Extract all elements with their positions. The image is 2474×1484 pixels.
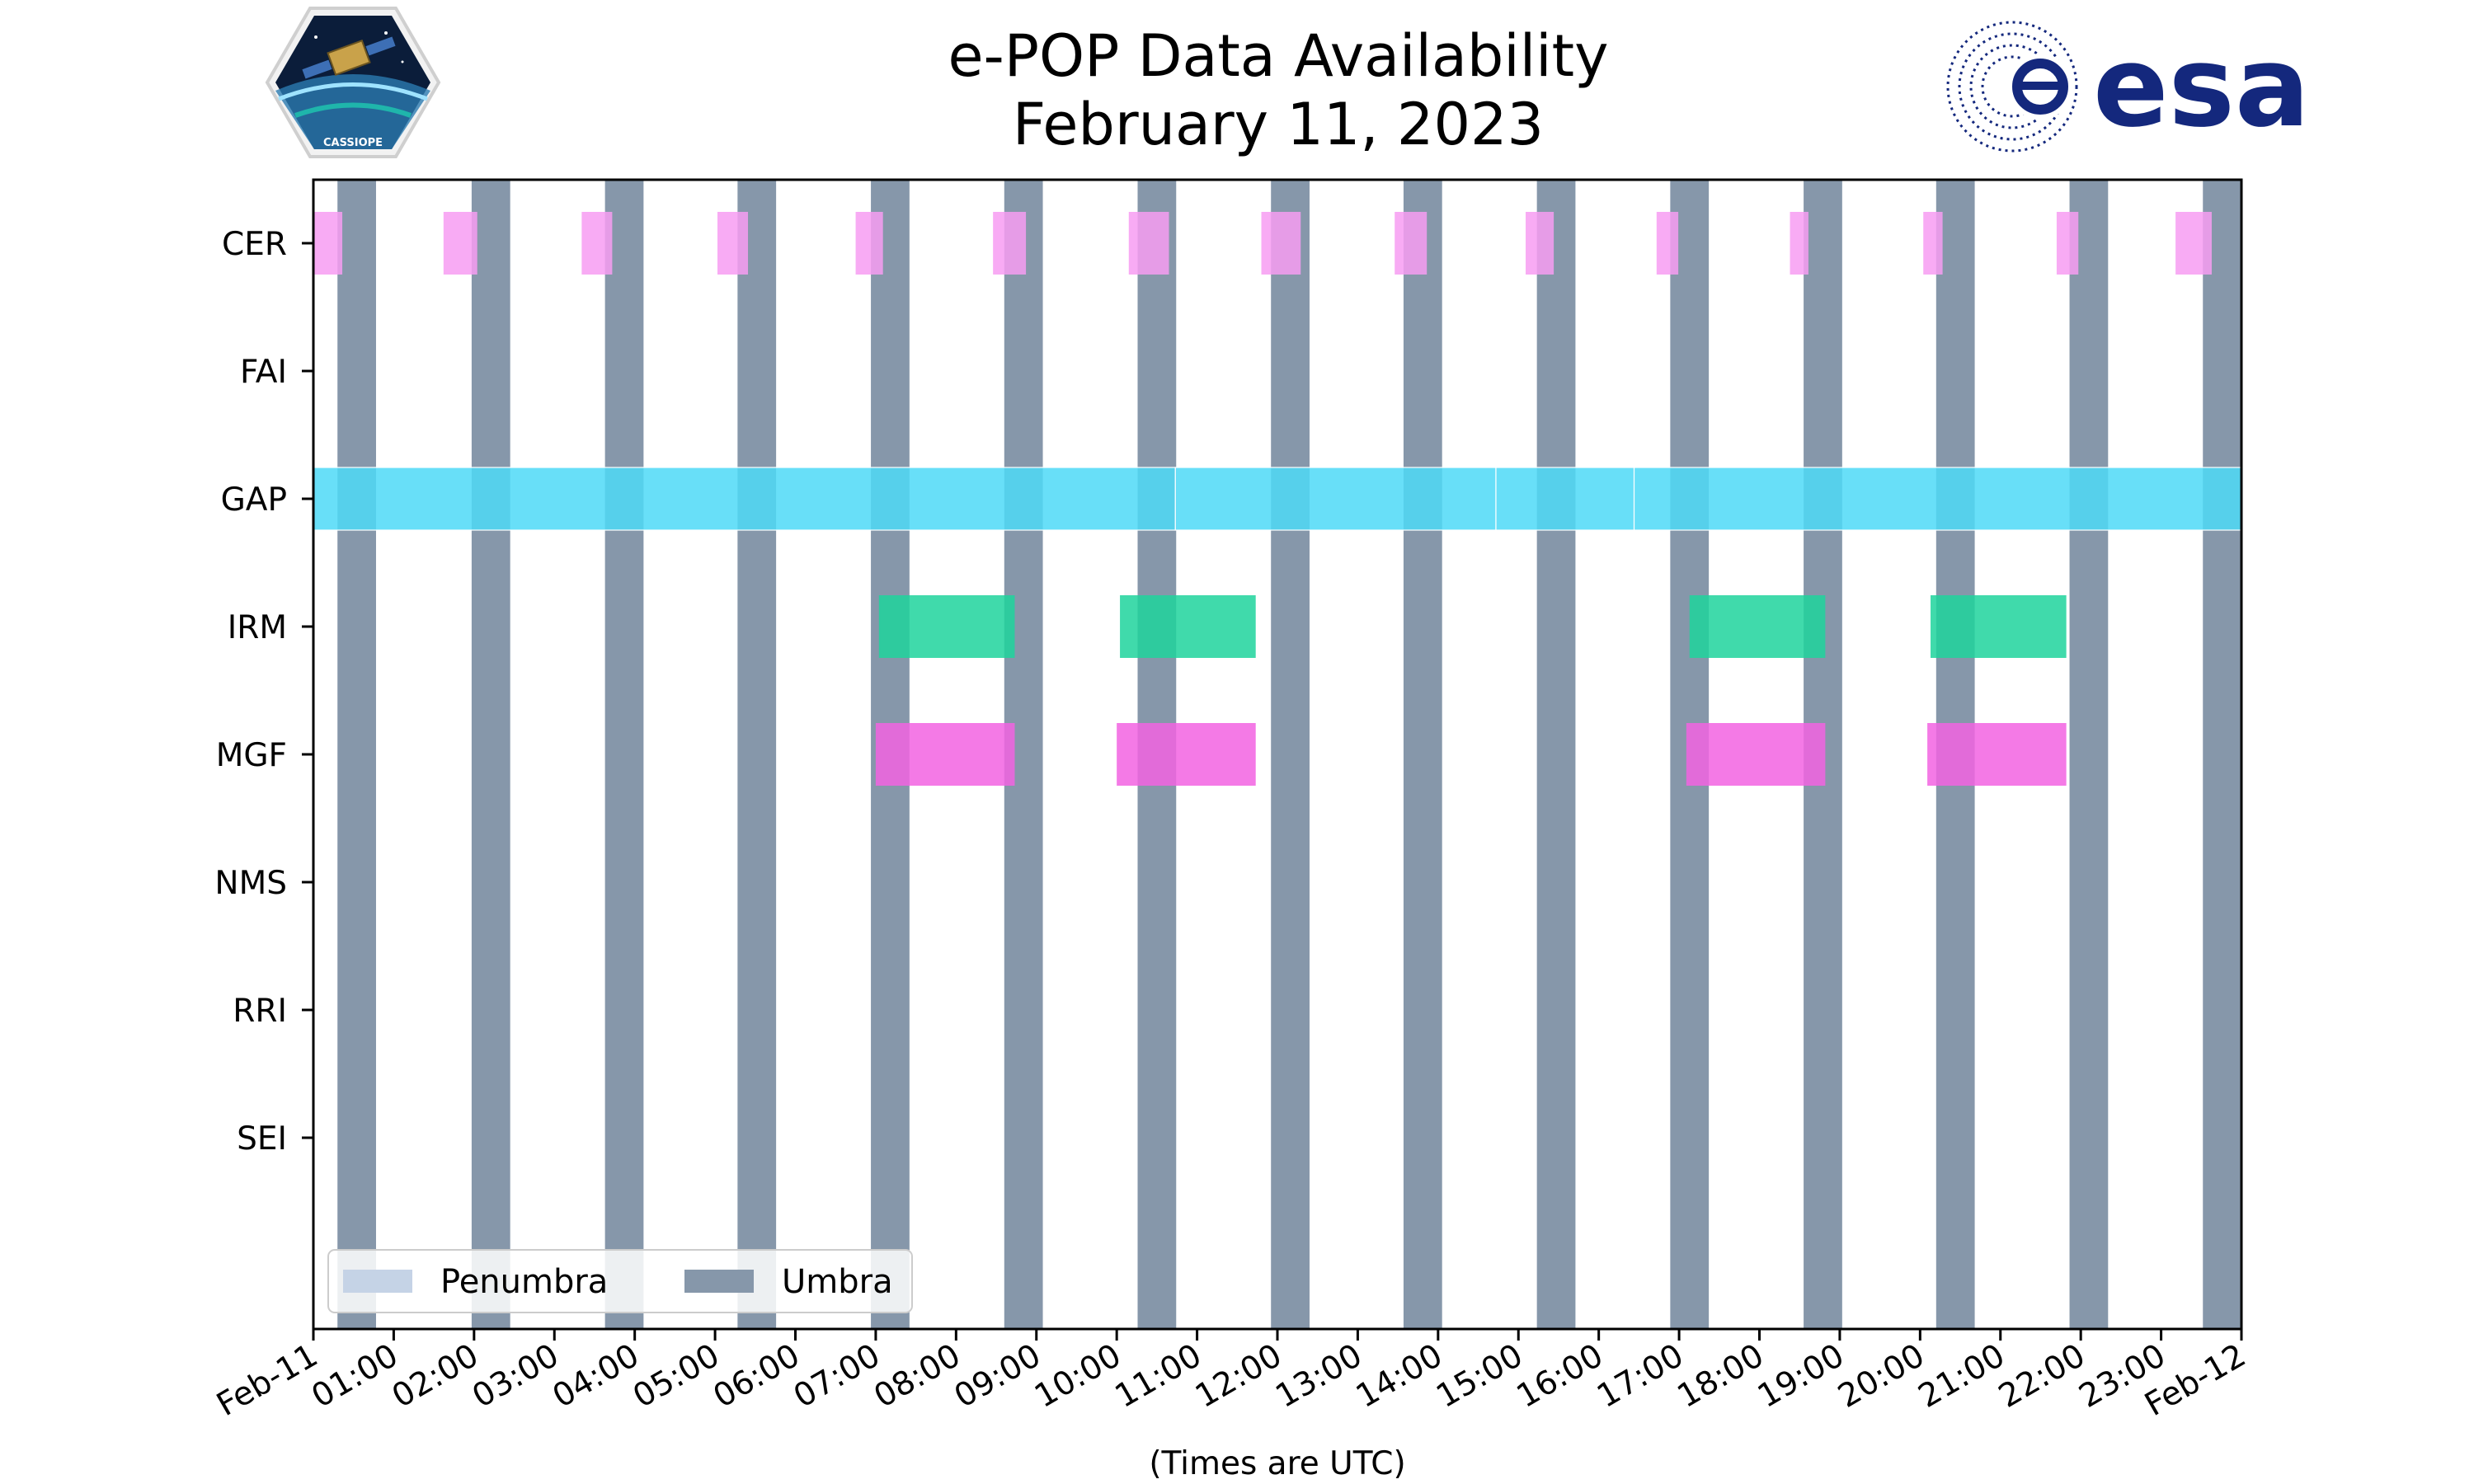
y-tick-label-irm: IRM bbox=[228, 609, 287, 646]
mgf-bar-1 bbox=[1117, 723, 1256, 786]
chart-subtitle: February 11, 2023 bbox=[1013, 91, 1544, 158]
y-tick-label-gap: GAP bbox=[221, 481, 287, 519]
x-tick-label-2: 02:00 bbox=[386, 1337, 485, 1416]
legend-box bbox=[327, 1249, 913, 1313]
mgf-bar-0 bbox=[875, 723, 1015, 786]
x-tick-label-6: 06:00 bbox=[708, 1337, 807, 1416]
cer-bar-7 bbox=[1261, 212, 1301, 275]
irm-bar-3 bbox=[1930, 595, 2067, 658]
cassiope-logo: CASSIOPE bbox=[265, 7, 441, 158]
mgf-bar-2 bbox=[1686, 723, 1826, 786]
cer-bar-12 bbox=[1923, 212, 1943, 275]
cer-bar-2 bbox=[581, 212, 613, 275]
x-tick-label-14: 14:00 bbox=[1350, 1337, 1449, 1416]
x-tick-label-1: 01:00 bbox=[306, 1337, 405, 1416]
series-bars bbox=[313, 212, 2242, 786]
svg-text:CASSIOPE: CASSIOPE bbox=[323, 137, 383, 149]
x-tick-label-15: 15:00 bbox=[1430, 1337, 1529, 1416]
legend: Penumbra Umbra bbox=[327, 1249, 913, 1313]
legend-swatch-penumbra bbox=[343, 1270, 412, 1293]
x-tick-label-5: 05:00 bbox=[627, 1337, 726, 1416]
x-tick-label-19: 19:00 bbox=[1752, 1337, 1851, 1416]
cer-bar-0 bbox=[313, 212, 343, 275]
cer-bar-3 bbox=[717, 212, 749, 275]
x-axis-label: (Times are UTC) bbox=[1149, 1445, 1405, 1482]
irm-bar-1 bbox=[1120, 595, 1256, 658]
umbra-bands bbox=[337, 180, 2241, 1329]
x-tick-label-10: 10:00 bbox=[1028, 1337, 1127, 1416]
x-tick-label-7: 07:00 bbox=[788, 1337, 887, 1416]
cer-bar-1 bbox=[443, 212, 477, 275]
y-tick-label-mgf: MGF bbox=[216, 737, 287, 774]
legend-label-umbra: Umbra bbox=[782, 1263, 893, 1301]
mgf-bar-3 bbox=[1927, 723, 2067, 786]
x-tick-label-4: 04:00 bbox=[547, 1337, 646, 1416]
cer-bar-13 bbox=[2056, 212, 2079, 275]
esa-emblem-icon bbox=[1946, 21, 2078, 153]
umbra-band-1 bbox=[471, 180, 510, 1329]
chart-title: e-POP Data Availability bbox=[948, 22, 1608, 90]
cer-bar-4 bbox=[855, 212, 883, 275]
y-tick-label-sei: SEI bbox=[237, 1120, 287, 1158]
x-tick-label-18: 18:00 bbox=[1672, 1337, 1771, 1416]
x-tick-label-13: 13:00 bbox=[1270, 1337, 1369, 1416]
x-tick-label-17: 17:00 bbox=[1591, 1337, 1690, 1416]
x-tick-label-21: 21:00 bbox=[1912, 1337, 2011, 1416]
legend-swatch-umbra bbox=[684, 1270, 754, 1293]
umbra-band-0 bbox=[337, 180, 376, 1329]
x-tick-label-9: 09:00 bbox=[948, 1337, 1047, 1416]
irm-bar-2 bbox=[1689, 595, 1826, 658]
x-tick-label-0: Feb-11 bbox=[211, 1337, 324, 1424]
y-tick-label-cer: CER bbox=[222, 226, 287, 263]
y-tick-label-fai: FAI bbox=[240, 354, 287, 391]
gap-bar-0 bbox=[313, 467, 1176, 531]
y-tick-label-rri: RRI bbox=[233, 993, 287, 1030]
x-tick-label-12: 12:00 bbox=[1189, 1337, 1288, 1416]
gap-bar-1 bbox=[1174, 467, 1497, 531]
legend-label-penumbra: Penumbra bbox=[440, 1263, 608, 1301]
umbra-band-3 bbox=[737, 180, 777, 1329]
umbra-band-8 bbox=[1403, 180, 1442, 1329]
umbra-band-14 bbox=[2203, 180, 2241, 1329]
umbra-band-13 bbox=[2069, 180, 2109, 1329]
umbra-band-2 bbox=[604, 180, 644, 1329]
irm-bar-0 bbox=[878, 595, 1015, 658]
cer-bar-5 bbox=[993, 212, 1027, 275]
cer-bar-8 bbox=[1395, 212, 1427, 275]
cer-bar-9 bbox=[1526, 212, 1554, 275]
x-tick-label-20: 20:00 bbox=[1832, 1337, 1931, 1416]
x-tick-label-16: 16:00 bbox=[1511, 1337, 1610, 1416]
gap-bar-2 bbox=[1495, 467, 1635, 531]
umbra-band-7 bbox=[1271, 180, 1310, 1329]
umbra-band-9 bbox=[1536, 180, 1576, 1329]
x-tick-label-3: 03:00 bbox=[466, 1337, 565, 1416]
cer-bar-10 bbox=[1656, 212, 1679, 275]
cer-bar-11 bbox=[1790, 212, 1808, 275]
gap-bar-3 bbox=[1633, 467, 2242, 531]
svg-text:esa: esa bbox=[2093, 22, 2310, 152]
satellite-icon bbox=[302, 36, 396, 79]
cer-bar-6 bbox=[1128, 212, 1169, 275]
y-tick-label-nms: NMS bbox=[214, 865, 287, 902]
x-tick-label-22: 22:00 bbox=[1992, 1337, 2091, 1416]
esa-logo: esa bbox=[1946, 21, 2310, 153]
x-tick-label-11: 11:00 bbox=[1109, 1337, 1208, 1416]
x-tick-label-8: 08:00 bbox=[868, 1337, 967, 1416]
cer-bar-14 bbox=[2175, 212, 2212, 275]
